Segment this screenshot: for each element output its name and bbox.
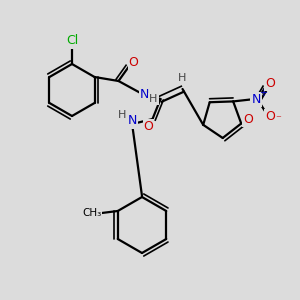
Text: Cl: Cl — [66, 34, 78, 47]
Text: O: O — [265, 77, 275, 90]
Text: N: N — [251, 93, 261, 106]
Text: O: O — [129, 56, 139, 68]
Text: N: N — [128, 115, 137, 128]
Text: O: O — [144, 119, 154, 133]
Text: N: N — [140, 88, 149, 100]
Text: O: O — [243, 113, 253, 126]
Text: CH₃: CH₃ — [82, 208, 101, 218]
Text: O: O — [265, 110, 275, 123]
Text: H: H — [178, 73, 187, 83]
Text: H: H — [149, 94, 158, 104]
Text: H: H — [118, 110, 127, 120]
Text: +: + — [259, 88, 267, 98]
Text: ⁻: ⁻ — [275, 114, 281, 124]
